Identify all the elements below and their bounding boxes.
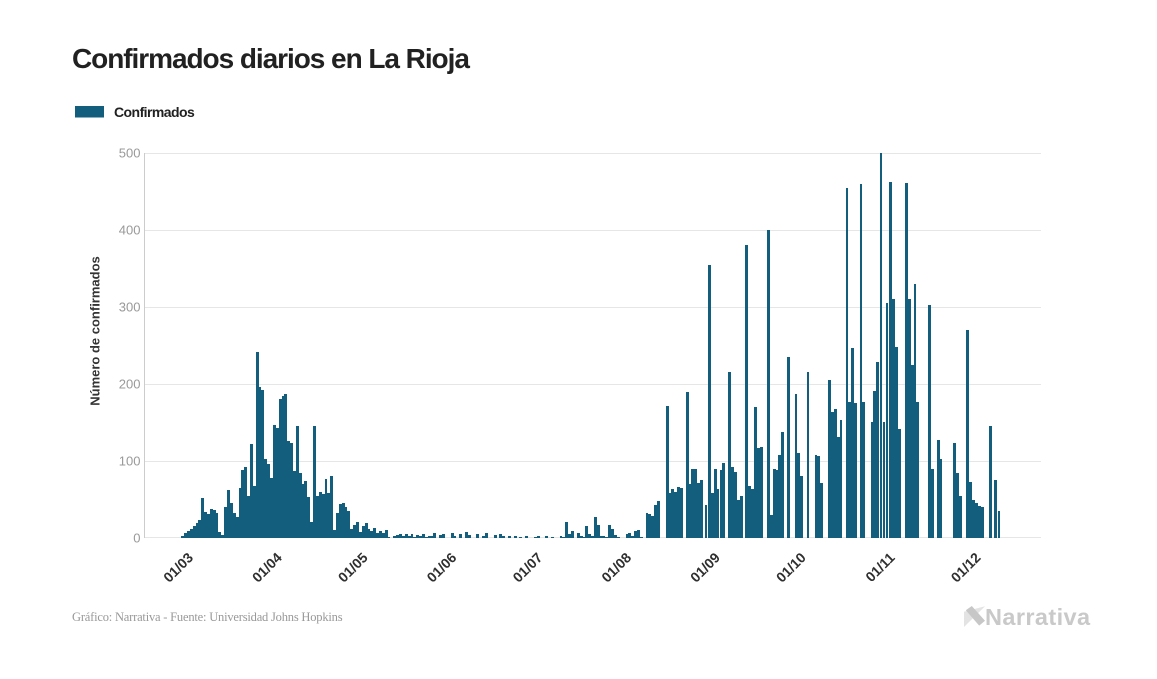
svg-text:Número de confirmados: Número de confirmados [88,256,103,406]
svg-text:0: 0 [133,531,140,546]
svg-text:200: 200 [119,377,141,392]
svg-text:Gráfico: Narrativa - Fuente: U: Gráfico: Narrativa - Fuente: Universidad… [72,610,343,624]
svg-text:Narrativa: Narrativa [985,604,1091,630]
svg-text:Confirmados: Confirmados [114,104,195,120]
svg-text:Confirmados diarios en La Rioj: Confirmados diarios en La Rioja [72,43,470,74]
svg-text:400: 400 [119,223,141,238]
svg-text:100: 100 [119,454,141,469]
svg-text:500: 500 [119,146,141,161]
svg-text:300: 300 [119,300,141,315]
